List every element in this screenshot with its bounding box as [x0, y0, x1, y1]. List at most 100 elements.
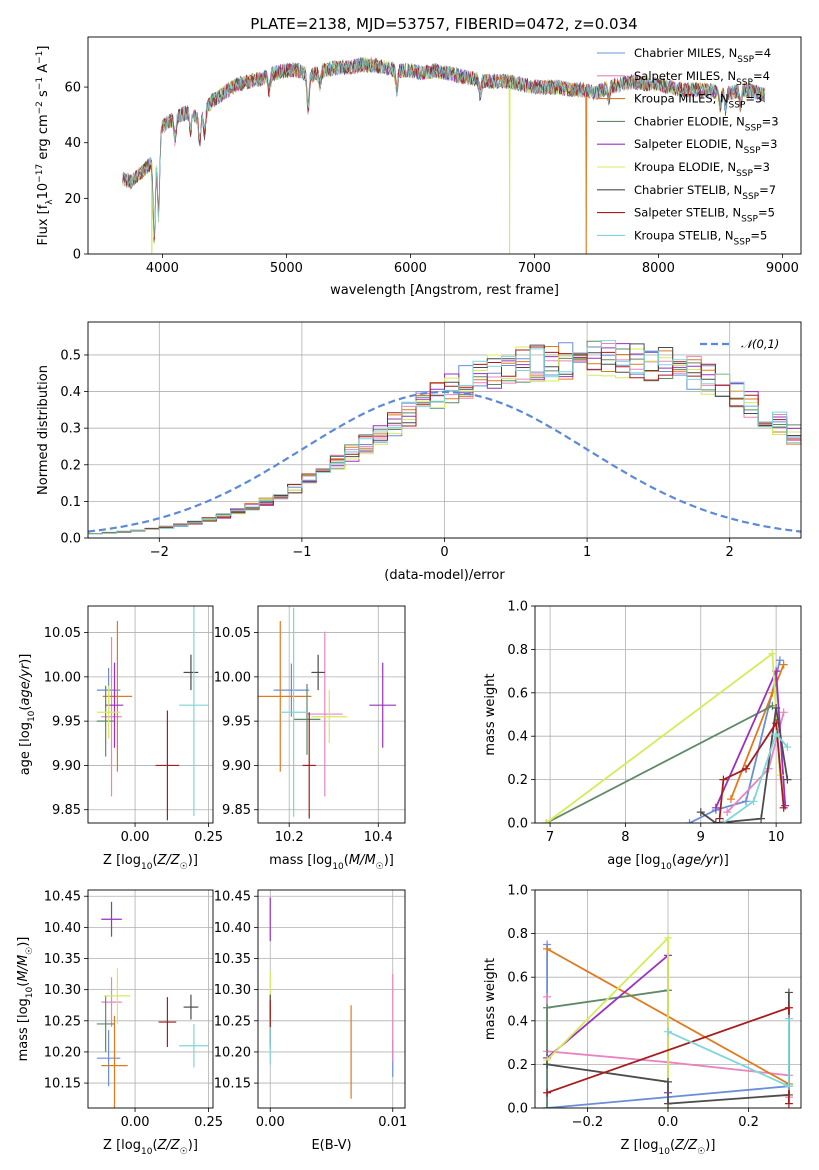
x-tick-label: 9000: [766, 261, 799, 276]
grid-lines: [88, 606, 213, 823]
weight-marker: [543, 944, 552, 953]
weight-marker: [723, 808, 732, 817]
grid-lines: [535, 605, 801, 824]
panel-residuals: −2 −1 0 1 2 0.0 0.1 0.2 0.3 0.4 0.5 𝒩(0,1) (data-mod…: [36, 321, 802, 583]
plot-area: [269, 897, 394, 1099]
weight-marker: [784, 1099, 793, 1108]
x-tick-label: 0.25: [194, 830, 223, 845]
x-tick-label: 0.00: [121, 1115, 150, 1130]
y-tick-label: 10.35: [44, 952, 81, 967]
gaussian-reference-line: [88, 390, 801, 533]
y-tick-label: 9.95: [222, 715, 251, 730]
y-tick-label: 0.1: [60, 495, 81, 510]
weight-marker: [726, 795, 735, 804]
legend: Chabrier MILES, NSSP=4 Salpeter MILES, NS…: [597, 46, 779, 247]
errorbar-point: [311, 690, 348, 744]
errorbar-point: [179, 1023, 209, 1068]
weight-marker: [783, 743, 792, 752]
y-tick-label: 10.15: [44, 1077, 81, 1092]
y-tick-label: 0.4: [507, 1014, 528, 1029]
y-tick-label: 9.85: [222, 803, 251, 818]
y-tick-label: 9.95: [52, 715, 81, 730]
y-tick-label: 0.4: [507, 730, 528, 745]
x-axis-label: wavelength [Angstrom, rest frame]: [330, 283, 559, 298]
x-axis-label: age [log10(age/yr)]: [607, 853, 729, 872]
errorbar-point: [183, 994, 199, 1020]
panel-mass-vs-Z: 0.00 0.25 10.15 10.20 10.25 10.30 10.35 10.40 10…: [16, 889, 223, 1157]
panel-weight-vs-Z: −0.2 0.0 0.2 0.0 0.2 0.4 0.6 0.8 1.0 mass weight Z…: [483, 884, 802, 1157]
x-tick-label: 10.4: [364, 830, 393, 845]
y-tick-label: 10.25: [44, 1014, 81, 1029]
weight-marker: [783, 775, 792, 784]
errorbar-point: [96, 1030, 121, 1087]
legend-entry: Chabrier ELODIE, NSSP=3: [634, 114, 779, 133]
x-tick-label: 9: [697, 830, 705, 845]
y-tick-label: 10.35: [214, 952, 251, 967]
weight-marker: [779, 708, 788, 717]
weight-marker: [784, 988, 793, 997]
errorbar-point: [96, 685, 121, 739]
histogram-step: [88, 343, 801, 538]
legend-entry: 𝒩(0,1): [741, 337, 779, 351]
weight-marker: [768, 649, 777, 658]
y-tick-label: 10.05: [44, 626, 81, 641]
y-axis-label: Flux [fλ10−17 erg cm−2 s−1 A−1]: [35, 46, 55, 246]
histogram-step: [88, 342, 801, 538]
axes-frame: [534, 605, 802, 824]
y-tick-label: 10.20: [214, 1045, 251, 1060]
legend-entry: Salpeter STELIB, NSSP=5: [634, 206, 775, 225]
axes-frame: [87, 889, 214, 1109]
weight-marker: [775, 656, 784, 665]
y-tick-label: 10.45: [44, 890, 81, 905]
plot-area: [258, 607, 397, 819]
y-tick-label: 10.00: [214, 670, 251, 685]
y-tick-label: 0.8: [507, 927, 528, 942]
grid-lines: [258, 890, 405, 1108]
panel-age-vs-Z: 0.00 0.25 9.85 9.90 9.95 10.00 10.05 Z [log10(Z…: [18, 605, 223, 872]
y-tick-label: 0.0: [507, 1102, 528, 1117]
plot-area: [543, 933, 793, 1108]
legend-entry: Kroupa MILES, NSSP=3: [634, 92, 762, 111]
y-tick-label: 0.0: [60, 532, 81, 547]
y-tick-label: 60: [64, 81, 81, 96]
figure-title: PLATE=2138, MJD=53757, FIBERID=0472, z=0…: [250, 15, 637, 33]
x-tick-label: 0.2: [738, 1115, 759, 1130]
y-tick-label: 10.40: [44, 921, 81, 936]
errorbar-point: [101, 901, 122, 937]
weight-marker: [741, 797, 750, 806]
weight-line: [546, 935, 669, 1108]
x-axis-label: Z [log10(Z/Z☉)]: [621, 1138, 716, 1157]
plot-area: [96, 901, 209, 1108]
y-tick-label: 10.30: [44, 983, 81, 998]
errorbar-point: [102, 621, 133, 772]
x-axis-label: mass [log10(M/M☉)]: [269, 853, 394, 872]
x-tick-label: 0: [440, 545, 448, 560]
y-tick-label: 9.90: [222, 759, 251, 774]
errorbar-point: [101, 637, 122, 797]
weight-marker: [715, 814, 724, 823]
y-tick-label: 40: [64, 136, 81, 151]
y-tick-label: 0.2: [507, 1058, 528, 1073]
weight-marker: [719, 775, 728, 784]
weight-line: [722, 732, 789, 823]
axes-frame: [87, 36, 802, 255]
grid-lines: [88, 890, 213, 1108]
axes-frame: [534, 889, 802, 1109]
legend-entry: Chabrier MILES, NSSP=4: [634, 46, 771, 65]
weight-marker: [543, 1104, 552, 1108]
weight-marker: [543, 1088, 552, 1097]
errorbar-point: [96, 685, 115, 757]
axes-frame: [257, 605, 406, 824]
weight-marker: [749, 797, 758, 806]
panel-mass-vs-EBV: 0.00 0.01 10.15 10.20 10.25 10.30 10.35 10.40 10…: [214, 889, 407, 1153]
weight-marker: [779, 660, 788, 669]
errorbar-point: [101, 1015, 128, 1108]
errorbar-point: [369, 662, 397, 748]
errorbar-point: [302, 712, 316, 819]
y-tick-label: 0.5: [60, 348, 81, 363]
y-tick-label: 9.85: [52, 803, 81, 818]
x-tick-label: 1: [583, 545, 591, 560]
y-tick-label: 0: [73, 248, 81, 263]
y-tick-label: 0.2: [507, 773, 528, 788]
weight-marker: [784, 1014, 793, 1023]
